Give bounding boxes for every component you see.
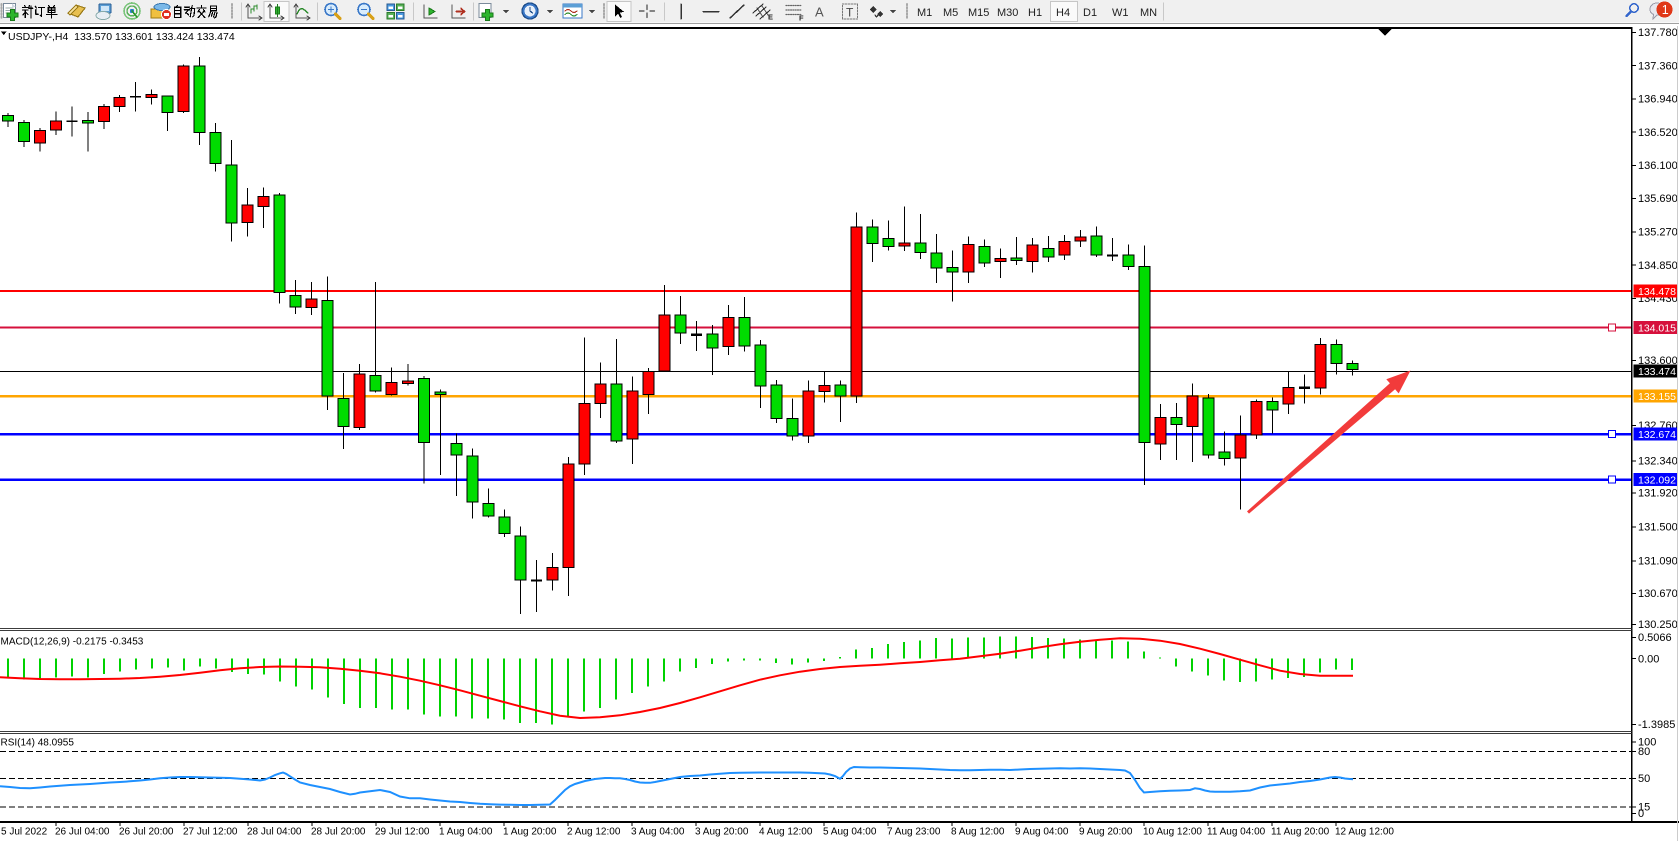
- svg-text:132.674: 132.674: [1638, 429, 1676, 441]
- svg-text:131.500: 131.500: [1638, 522, 1678, 534]
- svg-text:130.250: 130.250: [1638, 619, 1678, 631]
- svg-text:9 Aug 04:00: 9 Aug 04:00: [1015, 827, 1069, 838]
- svg-text:131.090: 131.090: [1638, 556, 1678, 568]
- svg-text:M15: M15: [968, 7, 989, 19]
- svg-text:MN: MN: [1140, 7, 1157, 19]
- svg-text:8 Aug 12:00: 8 Aug 12:00: [951, 827, 1005, 838]
- svg-text:F: F: [799, 14, 804, 23]
- svg-text:RSI(14) 48.0955: RSI(14) 48.0955: [1, 738, 75, 749]
- svg-text:132.092: 132.092: [1638, 474, 1676, 486]
- svg-text:4 Aug 12:00: 4 Aug 12:00: [759, 827, 813, 838]
- svg-text:T: T: [846, 6, 854, 20]
- svg-text:1: 1: [1662, 3, 1669, 17]
- svg-text:0.5066: 0.5066: [1638, 632, 1672, 644]
- svg-text:131.920: 131.920: [1638, 488, 1678, 500]
- svg-text:3 Aug 20:00: 3 Aug 20:00: [695, 827, 749, 838]
- svg-text:132.340: 132.340: [1638, 456, 1678, 468]
- svg-text:50: 50: [1638, 773, 1650, 785]
- svg-text:1 Aug 20:00: 1 Aug 20:00: [503, 827, 557, 838]
- svg-text:28 Jul 20:00: 28 Jul 20:00: [311, 827, 366, 838]
- svg-text:136.100: 136.100: [1638, 160, 1678, 172]
- svg-text:E: E: [768, 13, 773, 22]
- svg-text:1 Aug 04:00: 1 Aug 04:00: [439, 827, 493, 838]
- svg-text:130.670: 130.670: [1638, 588, 1678, 600]
- svg-text:H1: H1: [1028, 7, 1042, 19]
- svg-text:D1: D1: [1083, 7, 1097, 19]
- svg-text:H4: H4: [1056, 7, 1070, 19]
- svg-text:M1: M1: [917, 7, 932, 19]
- svg-text:80: 80: [1638, 746, 1650, 758]
- svg-text:5 Jul 2022: 5 Jul 2022: [1, 827, 48, 838]
- svg-text:29 Jul 12:00: 29 Jul 12:00: [375, 827, 430, 838]
- svg-text:133.474: 133.474: [1638, 366, 1676, 378]
- svg-text:134.478: 134.478: [1638, 286, 1676, 298]
- svg-text:133.155: 133.155: [1638, 391, 1676, 403]
- svg-text:28 Jul 04:00: 28 Jul 04:00: [247, 827, 302, 838]
- svg-text:M5: M5: [943, 7, 958, 19]
- svg-text:133.600: 133.600: [1638, 355, 1678, 367]
- svg-text:9 Aug 20:00: 9 Aug 20:00: [1079, 827, 1133, 838]
- svg-text:11 Aug 20:00: 11 Aug 20:00: [1271, 827, 1330, 838]
- svg-text:136.520: 136.520: [1638, 127, 1678, 139]
- svg-text:11 Aug 04:00: 11 Aug 04:00: [1207, 827, 1266, 838]
- svg-text:12 Aug 12:00: 12 Aug 12:00: [1335, 827, 1394, 838]
- svg-text:MACD(12,26,9) -0.2175 -0.3453: MACD(12,26,9) -0.2175 -0.3453: [1, 637, 144, 648]
- svg-text:10 Aug 12:00: 10 Aug 12:00: [1143, 827, 1202, 838]
- svg-text:M30: M30: [997, 7, 1018, 19]
- svg-text:-1.3985: -1.3985: [1638, 719, 1675, 731]
- svg-text:26 Jul 20:00: 26 Jul 20:00: [119, 827, 174, 838]
- svg-text:5 Aug 04:00: 5 Aug 04:00: [823, 827, 877, 838]
- svg-text:USDJPY-,H4 133.570 133.601 13: USDJPY-,H4 133.570 133.601 133.424 133.4…: [8, 31, 235, 43]
- svg-text:27 Jul 12:00: 27 Jul 12:00: [183, 827, 238, 838]
- svg-text:134.850: 134.850: [1638, 260, 1678, 272]
- svg-text:2 Aug 12:00: 2 Aug 12:00: [567, 827, 621, 838]
- svg-text:134.015: 134.015: [1638, 322, 1676, 334]
- svg-text:A: A: [815, 5, 824, 20]
- svg-text:100: 100: [1638, 737, 1656, 749]
- svg-text:26 Jul 04:00: 26 Jul 04:00: [55, 827, 110, 838]
- svg-text:135.270: 135.270: [1638, 227, 1678, 239]
- svg-text:3 Aug 04:00: 3 Aug 04:00: [631, 827, 685, 838]
- svg-text:137.360: 137.360: [1638, 60, 1678, 72]
- svg-text:0.00: 0.00: [1638, 653, 1659, 665]
- svg-text:135.690: 135.690: [1638, 193, 1678, 205]
- svg-text:15: 15: [1638, 802, 1650, 814]
- svg-text:W1: W1: [1112, 7, 1129, 19]
- svg-text:0: 0: [1638, 808, 1644, 820]
- svg-text:137.780: 137.780: [1638, 27, 1678, 39]
- svg-text:7 Aug 23:00: 7 Aug 23:00: [887, 827, 941, 838]
- svg-text:136.940: 136.940: [1638, 94, 1678, 106]
